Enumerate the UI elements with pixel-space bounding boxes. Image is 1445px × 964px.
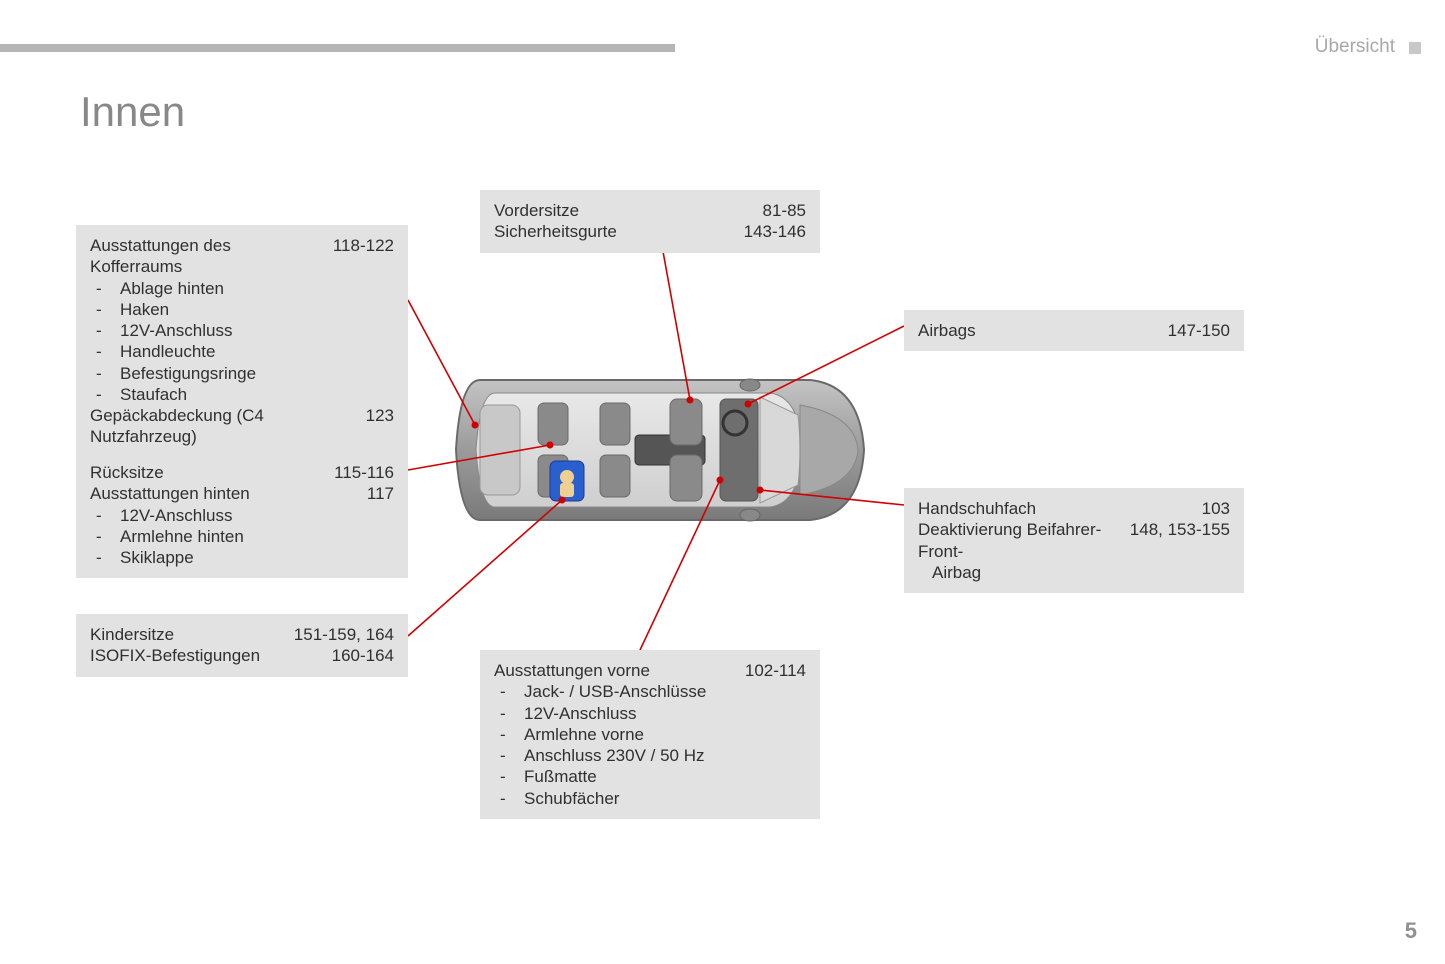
callout-label: Sicherheitsgurte (494, 221, 728, 242)
callout-subitem: -Anschluss 230V / 50 Hz (500, 745, 806, 766)
callout-label: Deaktivierung Beifahrer-Front-Airbag (918, 519, 1114, 583)
callout-subitem: -Ablage hinten (96, 278, 394, 299)
callout-row: Sicherheitsgurte143-146 (494, 221, 806, 242)
callout-label: Airbags (918, 320, 1152, 341)
callout-label: Rücksitze (90, 462, 318, 483)
page-number: 5 (1405, 918, 1417, 944)
header-marker-square (1409, 42, 1421, 54)
callout-label: Vordersitze (494, 200, 747, 221)
callout-subitem: -Armlehne vorne (500, 724, 806, 745)
callout-pages: 117 (351, 483, 394, 504)
callout-row: Handschuhfach103 (918, 498, 1230, 519)
callout-sublist: -Jack- / USB-Anschlüsse-12V-Anschluss-Ar… (494, 681, 806, 809)
callout-row: Gepäckabdeckung (C4 Nutzfahrzeug)123 (90, 405, 394, 448)
callout-glovebox: Handschuhfach103Deaktivierung Beifahrer-… (904, 488, 1244, 593)
callout-label: Ausstattungen hinten (90, 483, 351, 504)
callout-label: Handschuhfach (918, 498, 1186, 519)
callout-subitem: -12V-Anschluss (96, 320, 394, 341)
callout-airbags: Airbags147-150 (904, 310, 1244, 351)
callout-subitem: -Staufach (96, 384, 394, 405)
callout-subitem: -Skiklappe (96, 547, 394, 568)
callout-pages: 143-146 (728, 221, 806, 242)
callout-subitem: -Schubfächer (500, 788, 806, 809)
callout-subitem: -Jack- / USB-Anschlüsse (500, 681, 806, 702)
callout-subitem: -Armlehne hinten (96, 526, 394, 547)
callout-label: Ausstattungen des Kofferraums (90, 235, 317, 278)
callout-row: Deaktivierung Beifahrer-Front-Airbag148,… (918, 519, 1230, 583)
callout-subitem: -12V-Anschluss (96, 505, 394, 526)
callout-childseats: Kindersitze151-159, 164ISOFIX-Befestigun… (76, 614, 408, 677)
callout-front_equip: Ausstattungen vorne102-114-Jack- / USB-A… (480, 650, 820, 819)
callout-pages: 103 (1186, 498, 1230, 519)
callout-pages: 147-150 (1152, 320, 1230, 341)
callout-row: Ausstattungen des Kofferraums118-122 (90, 235, 394, 278)
callout-row: Vordersitze81-85 (494, 200, 806, 221)
car-top-view-illustration (450, 365, 870, 535)
callout-pages: 115-116 (318, 462, 394, 483)
callout-subitem: -12V-Anschluss (500, 703, 806, 724)
callout-frontseats: Vordersitze81-85Sicherheitsgurte143-146 (480, 190, 820, 253)
callout-row: Airbags147-150 (918, 320, 1230, 341)
callout-row: ISOFIX-Befestigungen160-164 (90, 645, 394, 666)
callout-label: Kindersitze (90, 624, 278, 645)
callout-pages: 102-114 (729, 660, 806, 681)
header-top-bar (0, 44, 675, 52)
callout-pages: 151-159, 164 (278, 624, 394, 645)
header-section-label: Übersicht (1315, 36, 1395, 58)
callout-sublist: -Ablage hinten-Haken-12V-Anschluss-Handl… (90, 278, 394, 406)
callout-pages: 148, 153-155 (1114, 519, 1230, 583)
callout-row: Ausstattungen vorne102-114 (494, 660, 806, 681)
callout-row: Kindersitze151-159, 164 (90, 624, 394, 645)
callout-pages: 118-122 (317, 235, 394, 278)
callout-subitem: -Befestigungsringe (96, 363, 394, 384)
callout-pages: 123 (350, 405, 394, 448)
callout-label: Ausstattungen vorne (494, 660, 729, 681)
callout-pages: 160-164 (316, 645, 394, 666)
callout-pages: 81-85 (747, 200, 806, 221)
callout-row: Ausstattungen hinten117 (90, 483, 394, 504)
callout-label: Gepäckabdeckung (C4 Nutzfahrzeug) (90, 405, 350, 448)
callout-subitem: -Fußmatte (500, 766, 806, 787)
callout-trunk: Ausstattungen des Kofferraums118-122-Abl… (76, 225, 408, 458)
page-title: Innen (80, 88, 185, 136)
callout-sublist: -12V-Anschluss-Armlehne hinten-Skiklappe (90, 505, 394, 569)
callout-row: Rücksitze115-116 (90, 462, 394, 483)
callout-rearseats: Rücksitze115-116Ausstattungen hinten117-… (76, 452, 408, 578)
callout-subitem: -Haken (96, 299, 394, 320)
callout-label: ISOFIX-Befestigungen (90, 645, 316, 666)
callout-subitem: -Handleuchte (96, 341, 394, 362)
